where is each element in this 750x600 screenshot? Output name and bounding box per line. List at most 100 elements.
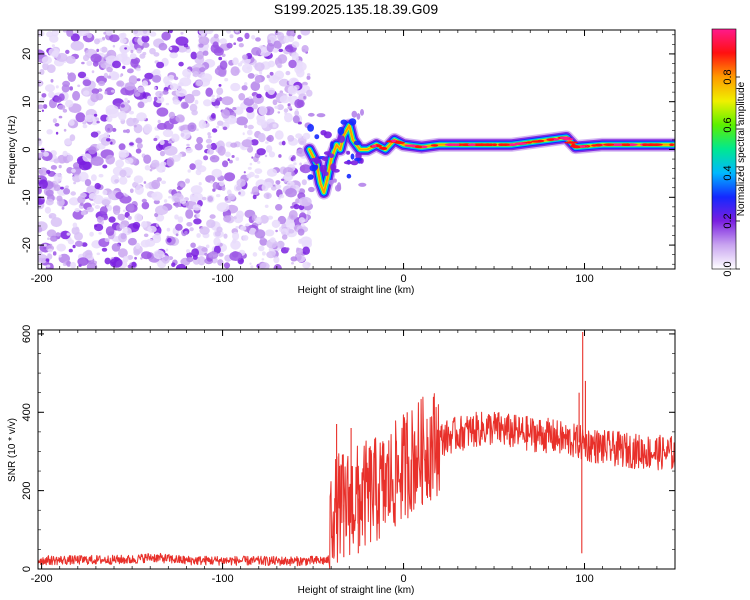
noise-blob — [38, 138, 43, 145]
noise-blob — [74, 240, 84, 247]
snr-spikes — [336, 332, 586, 558]
noise-blob — [104, 238, 110, 242]
noise-blob — [175, 263, 187, 269]
noise-blob — [277, 111, 281, 114]
noise-blob — [121, 52, 128, 59]
noise-blob — [155, 205, 169, 216]
colorbar-tick-label: 0.4 — [722, 165, 734, 180]
noise-blob — [189, 103, 198, 112]
noise-blob — [143, 154, 152, 164]
noise-blob — [217, 120, 224, 126]
noise-blob — [165, 248, 169, 252]
noise-blob — [144, 165, 151, 171]
noise-blob — [69, 86, 73, 91]
noise-blob — [48, 91, 55, 99]
noise-blob — [302, 246, 310, 255]
noise-blob — [90, 93, 99, 103]
noise-blob — [122, 65, 126, 70]
noise-blob — [180, 129, 191, 140]
noise-blob — [129, 188, 134, 194]
noise-blob — [125, 194, 129, 197]
noise-blob — [98, 173, 104, 178]
noise-blob — [111, 243, 121, 252]
spectrogram-plot-area — [38, 30, 675, 269]
noise-blob — [273, 40, 282, 49]
noise-blob — [151, 192, 158, 198]
noise-blob — [187, 169, 191, 173]
noise-blob — [187, 122, 197, 132]
noise-blob — [128, 206, 134, 212]
noise-blob — [168, 140, 172, 144]
signal-band-layer-3 — [306, 122, 675, 196]
transition-blob — [307, 174, 314, 180]
noise-blob — [42, 104, 48, 109]
noise-blob — [135, 148, 142, 154]
noise-blob — [45, 189, 54, 197]
noise-blob — [225, 151, 231, 158]
noise-blob — [58, 164, 62, 169]
snr-y-axis-label: SNR (10 * v/v) — [7, 418, 18, 482]
noise-blob — [197, 256, 206, 266]
noise-blob — [41, 109, 45, 112]
noise-blob — [127, 229, 132, 234]
noise-blob — [269, 71, 274, 76]
noise-blob — [246, 145, 254, 153]
noise-blob — [38, 179, 48, 189]
noise-blob — [259, 238, 268, 246]
noise-blob — [180, 31, 184, 35]
noise-blob — [302, 261, 311, 269]
noise-blob — [273, 256, 280, 264]
signal-core-blob — [546, 138, 555, 141]
noise-blob — [124, 47, 127, 50]
signal-transition — [307, 109, 367, 193]
noise-blob — [39, 82, 43, 86]
noise-blob — [104, 62, 108, 66]
snr-y-tick-label: 400 — [21, 403, 33, 421]
noise-blob — [235, 185, 242, 191]
noise-blob — [71, 168, 76, 173]
noise-blob — [171, 133, 180, 142]
noise-blob — [51, 44, 56, 48]
noise-blob — [291, 52, 299, 59]
noise-blob — [110, 89, 115, 93]
noise-blob — [267, 39, 271, 43]
noise-blob — [285, 219, 295, 230]
noise-blob — [247, 166, 252, 170]
noise-blob — [72, 244, 76, 249]
noise-blob — [124, 157, 134, 164]
noise-blob — [133, 175, 144, 184]
snr-x-tick-label: -100 — [212, 573, 234, 585]
noise-blob — [51, 30, 59, 37]
noise-blob — [50, 79, 54, 83]
noise-blob — [122, 209, 126, 213]
noise-blob — [153, 137, 158, 142]
noise-blob — [168, 195, 172, 199]
noise-blob — [233, 214, 244, 224]
noise-blob — [278, 48, 284, 53]
noise-blob — [105, 30, 113, 36]
noise-blob — [55, 232, 61, 237]
noise-blob — [218, 252, 224, 257]
noise-blob — [70, 261, 77, 269]
noise-blob — [153, 249, 165, 260]
noise-blob — [222, 126, 228, 131]
noise-blob — [60, 186, 64, 190]
noise-blob — [39, 97, 45, 103]
noise-blob — [232, 231, 240, 241]
noise-blob — [107, 75, 112, 79]
noise-blob — [252, 252, 258, 257]
noise-blob — [215, 142, 220, 146]
noise-blob — [255, 216, 262, 225]
noise-blob — [47, 248, 53, 253]
noise-blob — [112, 205, 121, 215]
noise-blob — [246, 129, 253, 136]
noise-blob — [140, 239, 151, 248]
noise-blob — [70, 33, 80, 42]
noise-blob — [38, 104, 44, 110]
noise-blob — [156, 61, 165, 69]
noise-blob — [101, 199, 111, 206]
noise-blob — [211, 128, 218, 133]
transition-blob — [332, 178, 337, 183]
transition-blob — [337, 126, 345, 136]
noise-blob — [119, 169, 127, 178]
